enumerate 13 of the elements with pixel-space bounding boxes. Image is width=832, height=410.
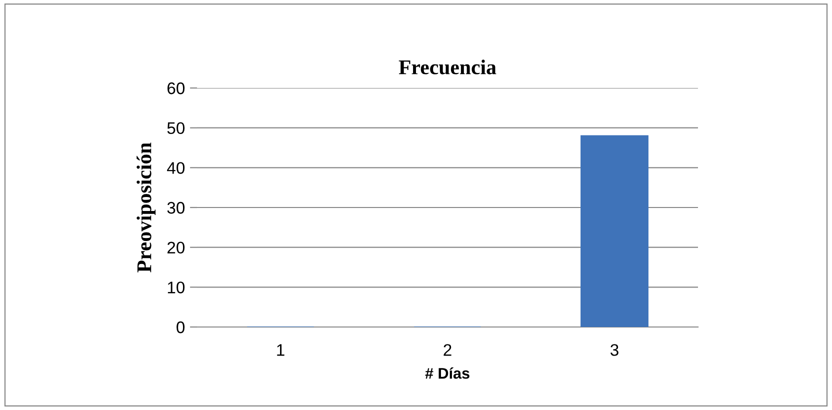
x-axis-title: # Días <box>425 367 470 379</box>
x-tick-label: 1 <box>277 344 284 356</box>
y-tick-label: 0 <box>176 321 185 334</box>
x-tick-label: 2 <box>444 344 452 356</box>
y-tick-label: 20 <box>167 242 185 254</box>
y-tick-label: 60 <box>168 82 185 94</box>
y-tick-label: 40 <box>167 162 185 174</box>
chart-title: Frecuencia <box>398 60 496 74</box>
y-tick-label: 30 <box>167 202 185 214</box>
y-axis-title: Preoviposición <box>136 142 156 272</box>
y-tick-label: 50 <box>167 122 185 134</box>
y-tick-label: 10 <box>168 282 185 294</box>
x-tick-label: 3 <box>610 344 618 356</box>
